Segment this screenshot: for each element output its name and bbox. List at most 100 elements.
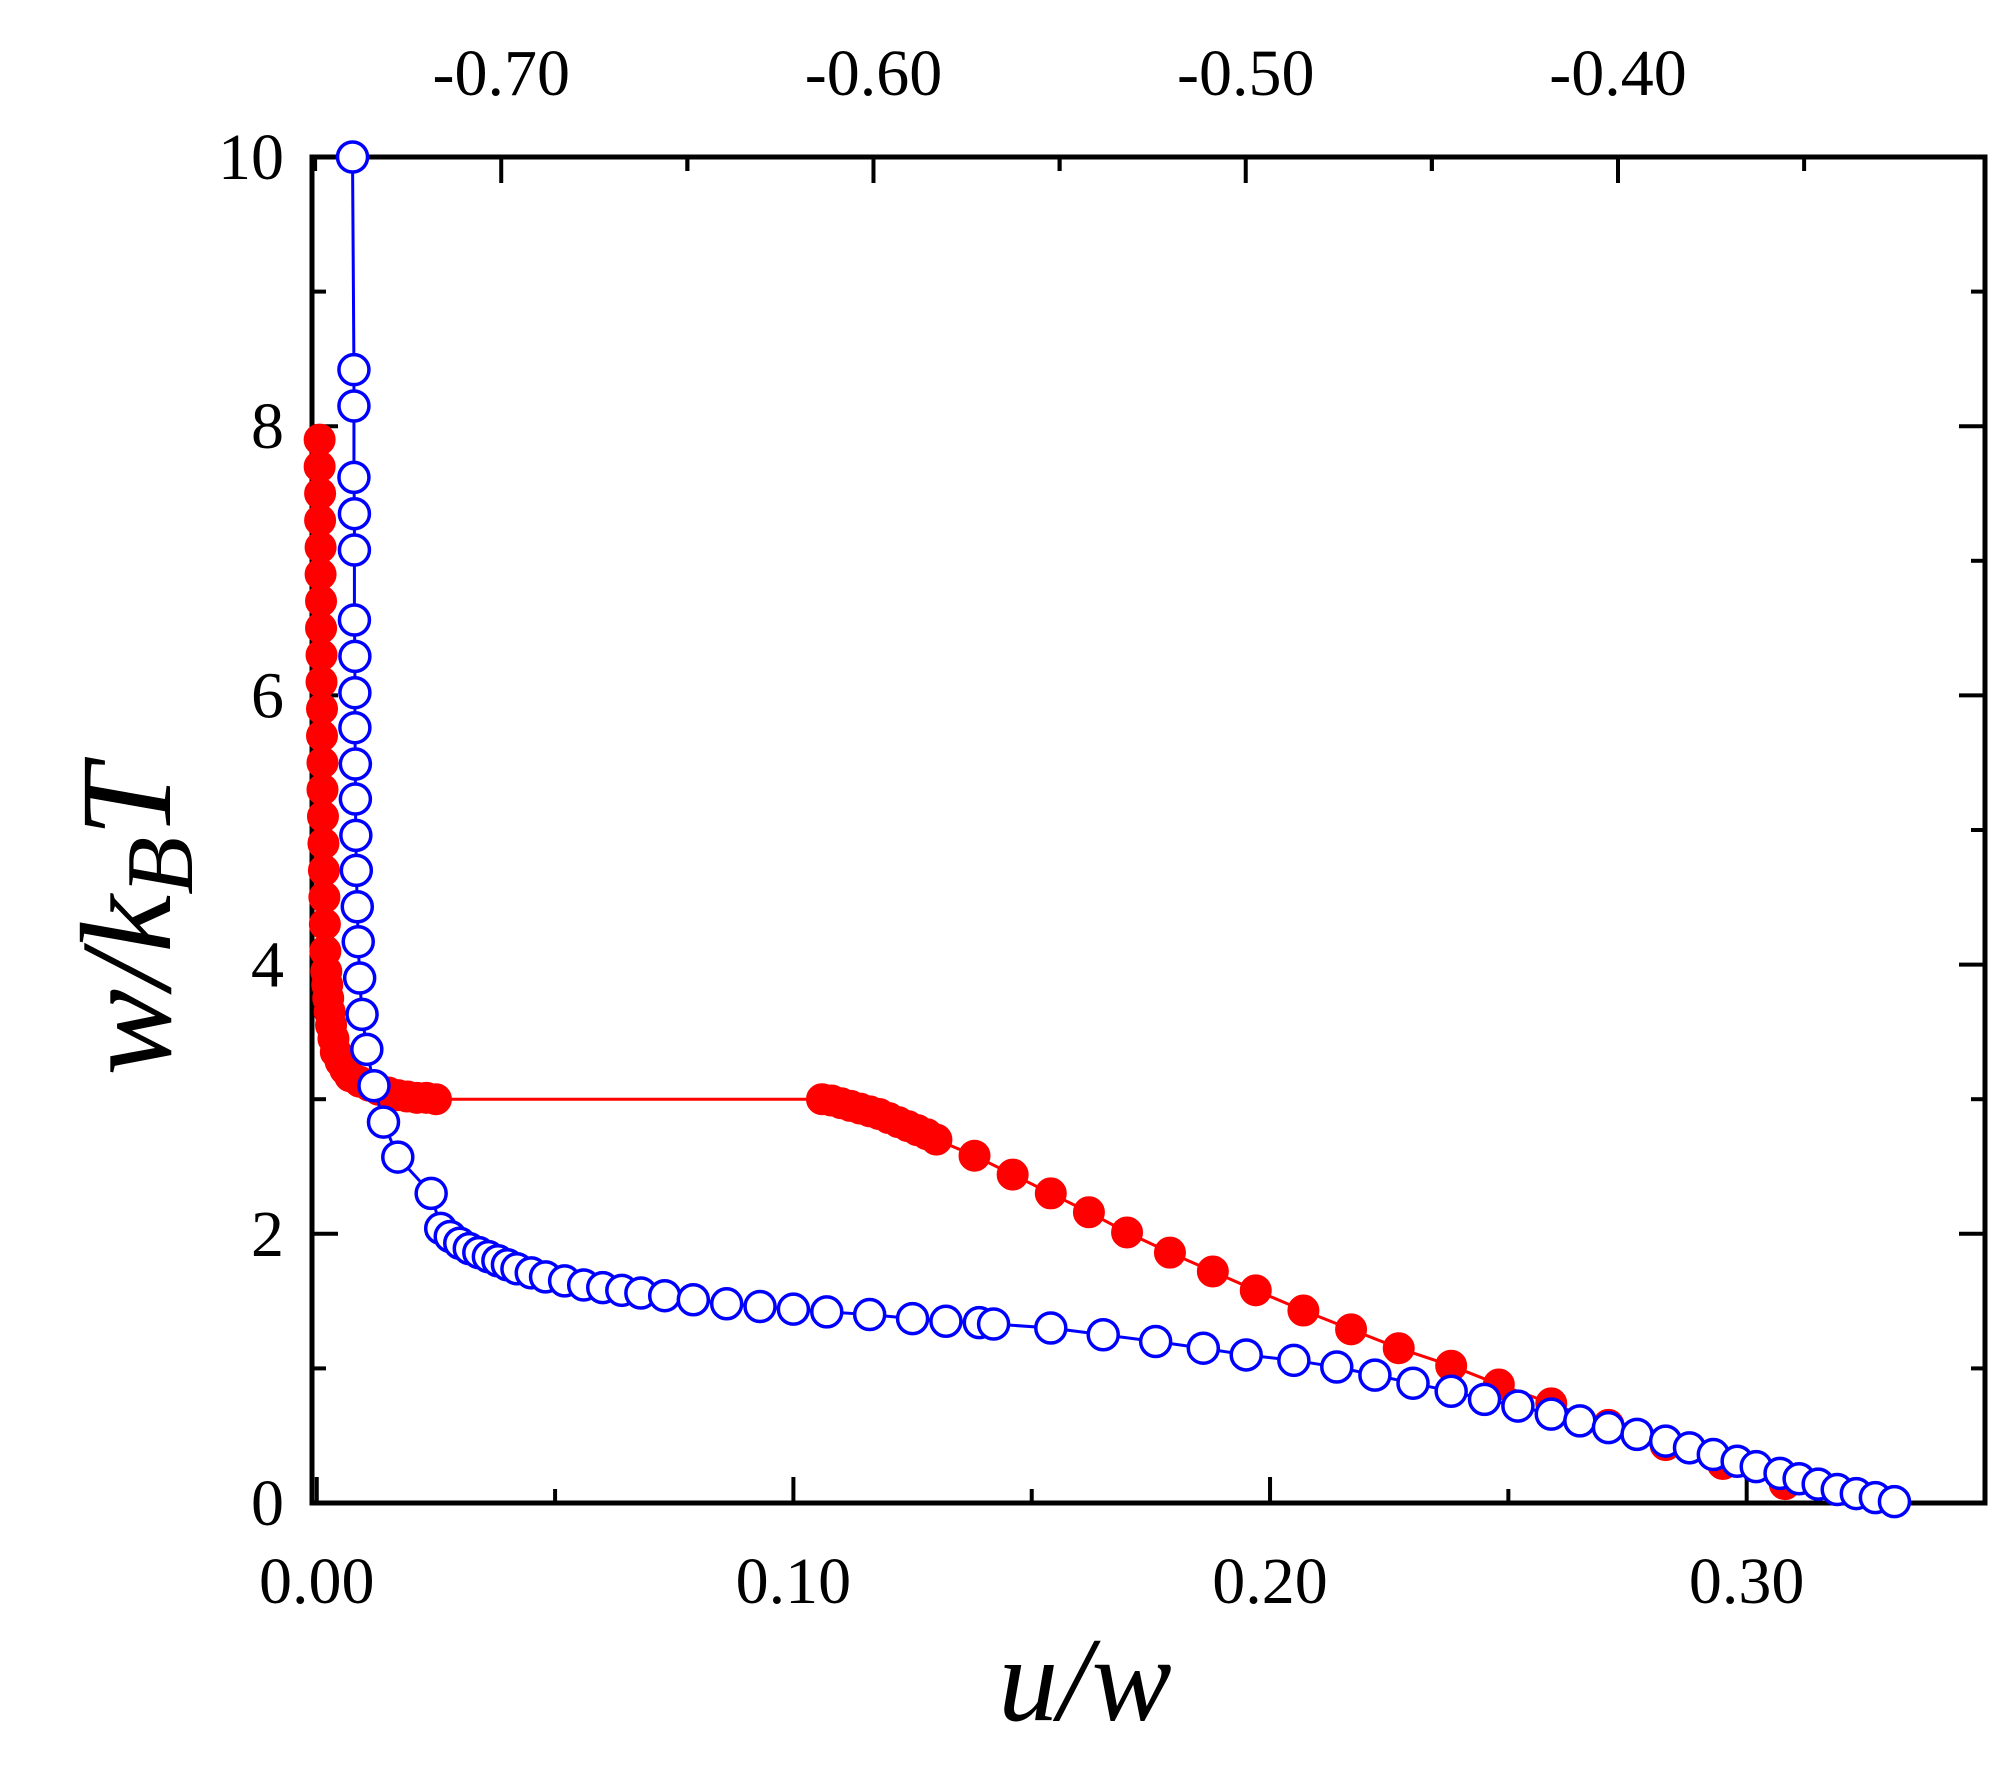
- data-point: [305, 612, 338, 645]
- y-tick-label: 8: [251, 390, 284, 463]
- data-point: [1501, 1389, 1535, 1423]
- y-tick-label: 4: [251, 929, 284, 1002]
- data-point: [1111, 1216, 1144, 1249]
- y-tick-label: 10: [218, 121, 284, 194]
- data-point: [337, 352, 371, 387]
- data-point: [339, 818, 373, 853]
- y-title-main: w/k: [55, 893, 199, 1076]
- data-point: [1563, 1404, 1597, 1438]
- top-tick-label: -0.50: [1177, 37, 1314, 110]
- data-point: [1229, 1338, 1263, 1372]
- x-tick-labels: 0.00 0.10 0.20 0.30: [259, 1545, 1804, 1618]
- data-point: [306, 719, 339, 752]
- data-point: [1072, 1196, 1105, 1229]
- data-point: [1534, 1397, 1569, 1431]
- data-point: [342, 961, 377, 995]
- data-point: [339, 853, 374, 888]
- data-point: [307, 827, 340, 860]
- data-point: [338, 782, 373, 816]
- data-point: [337, 603, 372, 637]
- data-point: [335, 140, 370, 174]
- data-point: [920, 1123, 953, 1156]
- data-point: [338, 675, 372, 710]
- data-point: [1239, 1274, 1272, 1307]
- y-title-sub: B: [107, 837, 213, 895]
- data-point: [414, 1176, 448, 1211]
- data-point: [709, 1287, 744, 1321]
- data-point: [303, 423, 336, 456]
- data-point: [306, 800, 339, 833]
- axis-ticks: [312, 155, 1985, 1505]
- data-point: [776, 1292, 811, 1326]
- data-point: [338, 710, 372, 745]
- top-tick-label: -0.60: [805, 37, 942, 110]
- svg-text:w/kBT: w/kBT: [55, 757, 213, 1076]
- top-tick-labels: -0.70 -0.60 -0.50 -0.40: [432, 37, 1686, 110]
- data-point: [1034, 1177, 1067, 1210]
- data-point: [304, 477, 337, 510]
- data-point: [1382, 1332, 1415, 1365]
- y-title-t: T: [55, 757, 199, 837]
- data-point: [306, 773, 339, 806]
- data-point: [676, 1283, 711, 1317]
- data-point: [366, 1105, 401, 1139]
- x-tick-label: 0.20: [1212, 1545, 1328, 1618]
- top-tick-label: -0.70: [432, 37, 569, 110]
- data-point: [341, 924, 375, 959]
- data-point: [303, 450, 336, 483]
- data-point: [305, 639, 338, 672]
- x-axis-title: u/w: [998, 1613, 1171, 1746]
- data-point: [308, 908, 341, 941]
- data-point: [304, 504, 337, 537]
- data-point: [337, 389, 371, 423]
- data-point: [308, 881, 341, 914]
- data-point: [976, 1307, 1011, 1341]
- data-point: [350, 1032, 384, 1067]
- data-point: [304, 531, 337, 564]
- data-point: [345, 997, 379, 1032]
- data-point: [1138, 1324, 1173, 1359]
- top-tick-label: -0.40: [1549, 37, 1686, 110]
- data-point: [895, 1301, 930, 1336]
- data-point: [337, 460, 371, 495]
- plot-frame: [309, 154, 1988, 1506]
- data-point: [743, 1289, 777, 1324]
- data-point: [1396, 1366, 1430, 1400]
- data-point: [1591, 1410, 1626, 1445]
- data-point: [810, 1295, 844, 1329]
- data-point: [1620, 1417, 1654, 1452]
- data-point: [1086, 1318, 1120, 1352]
- data-point: [1877, 1484, 1912, 1519]
- data-point: [1277, 1343, 1311, 1378]
- data-point: [1034, 1311, 1068, 1345]
- data-point: [1186, 1331, 1221, 1365]
- y-tick-labels: 0 2 4 6 8 10: [218, 121, 284, 1540]
- data-point: [958, 1139, 991, 1172]
- data-point: [1467, 1382, 1502, 1417]
- data-point: [1335, 1313, 1368, 1346]
- data-point: [996, 1158, 1029, 1191]
- y-tick-label: 2: [251, 1198, 284, 1271]
- data-point: [419, 1083, 452, 1116]
- data-point: [1153, 1236, 1186, 1269]
- series-open: [335, 140, 1912, 1519]
- plot-border: [309, 154, 1988, 1506]
- y-axis-title: w/kBT: [55, 757, 213, 1076]
- data-point: [305, 665, 338, 698]
- series-layer: [303, 140, 1912, 1519]
- data-point: [304, 558, 337, 591]
- data-point: [307, 854, 340, 887]
- x-tick-label: 0.10: [736, 1545, 852, 1618]
- data-point: [1358, 1358, 1392, 1392]
- data-point: [1320, 1350, 1354, 1384]
- data-point: [305, 585, 338, 618]
- data-point: [340, 889, 375, 924]
- data-point: [381, 1140, 415, 1174]
- data-point: [338, 747, 373, 781]
- data-point: [1196, 1255, 1229, 1288]
- data-point: [338, 639, 372, 674]
- data-point: [929, 1304, 963, 1339]
- x-tick-label: 0.30: [1689, 1545, 1805, 1618]
- y-tick-label: 6: [251, 659, 284, 732]
- x-tick-label: 0.00: [259, 1545, 375, 1618]
